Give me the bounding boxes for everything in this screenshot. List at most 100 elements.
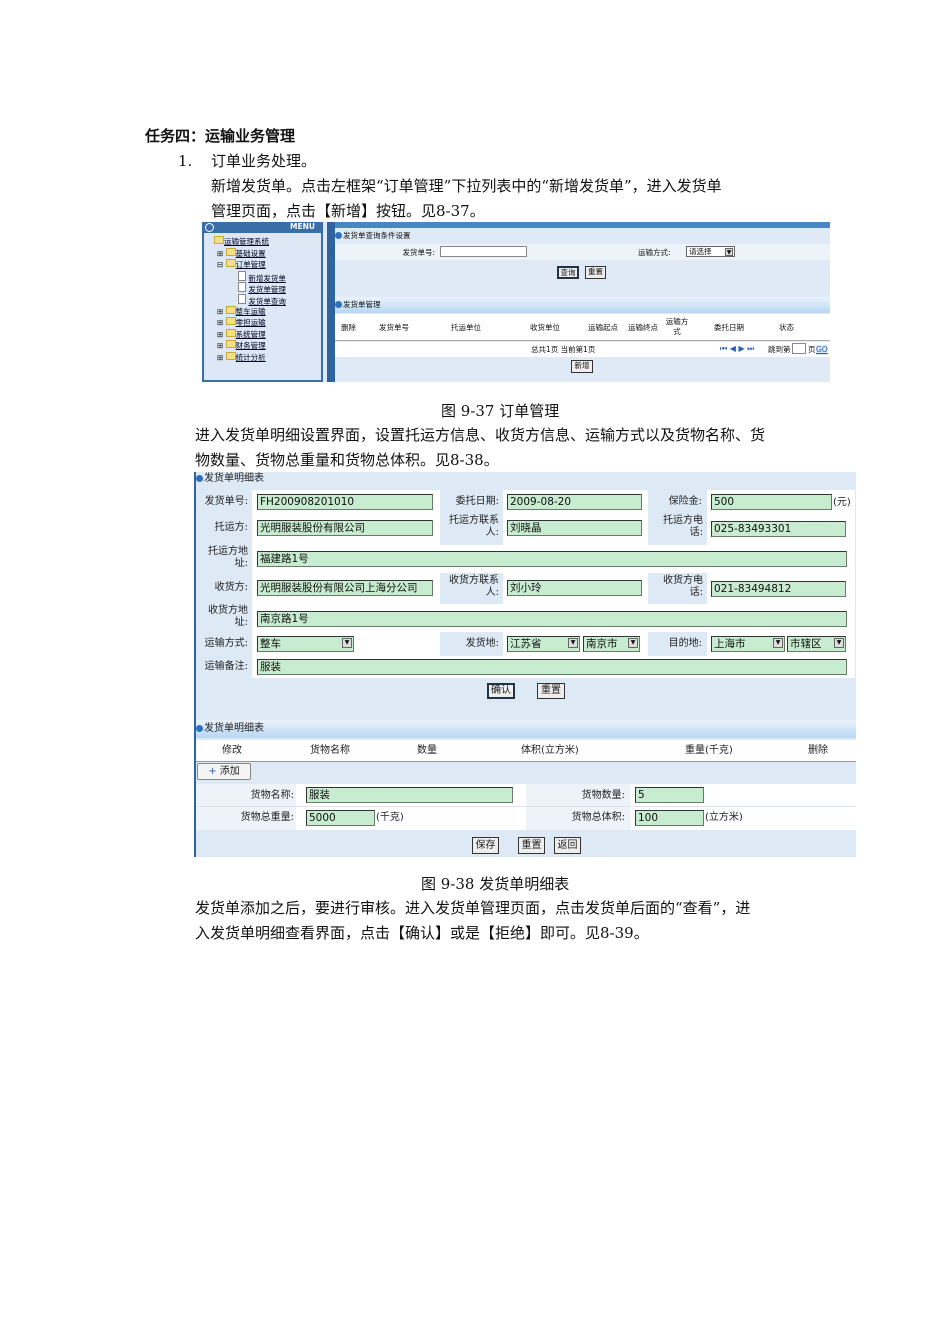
tree-item-full-truck[interactable]: ⊞ 整车运输: [217, 306, 266, 316]
confirm-button[interactable]: 确认: [487, 683, 515, 699]
consignee-field[interactable]: 光明服装股份有限公司上海分公司: [257, 580, 433, 596]
tree-item-statistics[interactable]: ⊞ 统计分析: [217, 352, 266, 362]
destination-province-select[interactable]: 上海市 ▼: [711, 636, 785, 652]
consignee-phone-field[interactable]: 021-83494812: [711, 581, 846, 597]
consignee-contact-label: 收货方联系人:: [449, 575, 499, 598]
bullet-icon: [335, 301, 342, 308]
menu-title: MENU: [290, 222, 315, 231]
column-header: 状态: [779, 323, 794, 332]
dropdown-arrow-icon: ▼: [568, 638, 578, 648]
date-label: 委托日期:: [455, 496, 499, 507]
order-no-field[interactable]: FH200908201010: [257, 494, 433, 510]
date-field[interactable]: 2009-08-20: [507, 494, 642, 510]
folder-icon: [225, 329, 236, 337]
remark-label: 运输备注:: [204, 661, 248, 672]
tree-item-order-management[interactable]: ⊟ 订单管理: [217, 259, 266, 269]
tree-item-order-query[interactable]: 发货单查询: [238, 294, 286, 307]
tree-item-order-manage[interactable]: 发货单管理: [238, 282, 286, 295]
pager-nav-icons[interactable]: ⏮ ◀ ▶ ⏭: [720, 344, 755, 353]
column-header: 托运单位: [451, 323, 481, 332]
add-goods-button[interactable]: + 添加: [197, 763, 251, 780]
origin-province-select[interactable]: 江苏省 ▼: [507, 636, 580, 652]
remark-field[interactable]: 服装: [257, 659, 847, 675]
paragraph-line: 物数量、货物总重量和货物总体积。见8-38。: [195, 451, 499, 469]
destination-city-select[interactable]: 市辖区 ▼: [787, 636, 846, 652]
menu-logo-icon: [205, 223, 214, 232]
paragraph-line: 管理页面，点击【新增】按钮。见8-37。: [211, 202, 485, 220]
tree-item-ltl[interactable]: ⊞ 零担运输: [217, 317, 266, 327]
column-header: 货物名称: [310, 745, 350, 756]
tree-item-new-order[interactable]: 新增发货单: [238, 271, 286, 284]
menu-header: MENU: [202, 222, 323, 233]
order-management-screenshot: MENU 运输管理系统 ⊞ 基础设置 ⊟ 订单管理 新增发货单 发货单管理 发货…: [202, 222, 830, 382]
dropdown-arrow-icon: ▼: [342, 638, 352, 648]
shipper-contact-field[interactable]: 刘晓晶: [507, 520, 642, 536]
goods-section-title: 发货单明细表: [196, 720, 856, 738]
column-header: 删除: [341, 323, 356, 332]
paragraph-line: 进入发货单明细设置界面，设置托运方信息、收货方信息、运输方式以及货物名称、货: [195, 426, 766, 444]
column-header: 体积(立方米): [521, 745, 579, 756]
shipper-address-label: 托运方地址:: [208, 546, 248, 569]
column-header: 发货单号: [379, 323, 409, 332]
insurance-unit: (元): [833, 497, 851, 508]
paragraph-line: 发货单添加之后，要进行审核。进入发货单管理页面，点击发货单后面的“查看”，进: [195, 899, 751, 917]
add-new-button[interactable]: 新增: [571, 360, 593, 373]
goods-name-field[interactable]: 服装: [306, 787, 513, 803]
consignee-contact-field[interactable]: 刘小玲: [507, 580, 642, 596]
tree-item-basic-settings[interactable]: ⊞ 基础设置: [217, 248, 266, 258]
tree-item-finance[interactable]: ⊞ 财务管理: [217, 340, 266, 350]
shipper-phone-label: 托运方电话:: [663, 515, 703, 538]
transport-label: 运输方式:: [204, 638, 248, 649]
page-jump-input[interactable]: [792, 343, 806, 354]
order-no-label: 发货单号:: [402, 248, 435, 257]
page-icon: [238, 294, 246, 304]
tree-item-system[interactable]: ⊞ 系统管理: [217, 329, 266, 339]
insurance-field[interactable]: 500: [711, 494, 832, 510]
dropdown-arrow-icon: ▼: [725, 248, 733, 256]
consignee-label: 收货方:: [214, 582, 248, 593]
shipper-field[interactable]: 光明服装股份有限公司: [257, 520, 433, 536]
dropdown-arrow-icon: ▼: [628, 638, 638, 648]
tree-root[interactable]: 运输管理系统: [214, 236, 269, 247]
back-button[interactable]: 返回: [554, 837, 581, 854]
goods-qty-field[interactable]: 5: [635, 787, 704, 803]
paragraph-line: 入发货单明细查看界面，点击【确认】或是【拒绝】即可。见8-39。: [195, 924, 649, 942]
shipper-address-field[interactable]: 福建路1号: [257, 551, 847, 567]
page-icon: [238, 271, 246, 281]
page-info: 总共1页 当前第1页: [531, 345, 596, 354]
order-no-label: 发货单号:: [204, 496, 248, 507]
page-suffix: 页: [808, 345, 816, 354]
transport-select[interactable]: 请选择 ▼: [686, 246, 735, 257]
goods-table-header: 修改 货物名称 数量 体积(立方米) 重量(千克) 删除: [196, 740, 856, 762]
paragraph-line: 新增发货单。点击左框架“订单管理”下拉列表中的“新增发货单”，进入发货单: [211, 177, 722, 195]
consignee-phone-label: 收货方电话:: [663, 575, 703, 598]
main-panel: 发货单查询条件设置 发货单号: 运输方式: 请选择 ▼ 查询 重置 发货单管理 删…: [327, 222, 830, 382]
goods-weight-field[interactable]: 5000: [306, 810, 375, 826]
figure-caption: 图 9-38 发货单明细表: [421, 875, 570, 893]
query-section-title: 发货单查询条件设置: [335, 231, 411, 241]
consignee-address-field[interactable]: 南京路1号: [257, 611, 847, 627]
origin-city-select[interactable]: 南京市 ▼: [583, 636, 640, 652]
reset-button[interactable]: 重置: [537, 683, 565, 699]
table-header: 删除 发货单号 托运单位 收货单位 运输起点 运输终点 运输方 式 委托日期 状…: [335, 314, 830, 341]
transport-label: 运输方式:: [638, 248, 671, 257]
goods-volume-unit: (立方米): [705, 812, 743, 823]
folder-icon: [225, 248, 236, 256]
shipper-phone-field[interactable]: 025-83493301: [711, 521, 846, 537]
order-no-input[interactable]: [440, 246, 527, 257]
folder-icon: [225, 259, 236, 267]
jump-label: 跳到第: [768, 345, 791, 354]
goods-volume-field[interactable]: 100: [635, 810, 704, 826]
insurance-label: 保险金:: [668, 496, 702, 507]
search-button[interactable]: 查询: [557, 266, 579, 279]
column-header: 重量(千克): [685, 745, 733, 756]
destination-label: 目的地:: [668, 638, 702, 649]
goods-reset-button[interactable]: 重置: [518, 837, 545, 854]
save-button[interactable]: 保存: [472, 837, 499, 854]
shipper-contact-label: 托运方联系人:: [449, 515, 499, 538]
go-button[interactable]: GO: [816, 345, 828, 355]
column-header: 运输方 式: [665, 317, 689, 336]
folder-icon: [225, 340, 236, 348]
reset-button[interactable]: 重置: [585, 266, 606, 279]
transport-select[interactable]: 整车 ▼: [257, 636, 354, 652]
